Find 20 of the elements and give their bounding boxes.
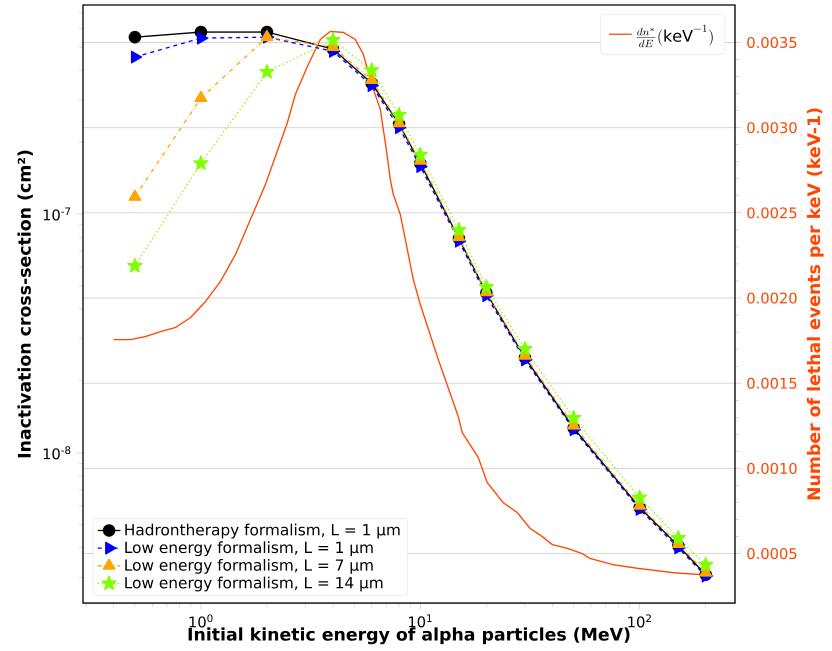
legend-label: Low energy formalism, L = 7 µm — [125, 558, 373, 574]
x-tick-label: 10$^{0}$ — [190, 614, 213, 628]
y2-tick-label: 0.0005 — [747, 548, 796, 560]
y2-tick-label: 0.0030 — [747, 122, 797, 134]
y2-tick-label: 0.0010 — [747, 462, 797, 474]
y-axis-title: Inactivation cross-section (cm²) — [17, 150, 33, 458]
x-tick-label: 10$^{2}$ — [628, 614, 651, 628]
legend-label: Low energy formalism, L = 14 µm — [125, 576, 382, 592]
y2-tick-label: 0.0015 — [747, 378, 796, 389]
y-tick-label: 10$^{-8}$ — [44, 446, 70, 460]
y2-tick-label: 0.0020 — [747, 292, 797, 304]
legend-label: $\frac{dn^*}{dE}(\mathrm{keV}^{-1})$ — [636, 24, 713, 48]
y2-tick-label: 0.0025 — [747, 207, 796, 218]
x-tick-label: 10$^{1}$ — [408, 614, 432, 628]
y2-tick-label: 0.0035 — [747, 36, 796, 48]
legend-label: Hadrontherapy formalism, L = 1 µm — [125, 524, 400, 538]
y-tick-label: 10$^{-7}$ — [44, 207, 70, 220]
x-axis-title: Initial kinetic energy of alpha particles (MeV) — [188, 627, 630, 644]
y2-axis-title: Number of lethal events per keV (keV-1) — [806, 108, 824, 500]
legend-label: Low energy formalism, L = 1 µm — [125, 541, 373, 556]
